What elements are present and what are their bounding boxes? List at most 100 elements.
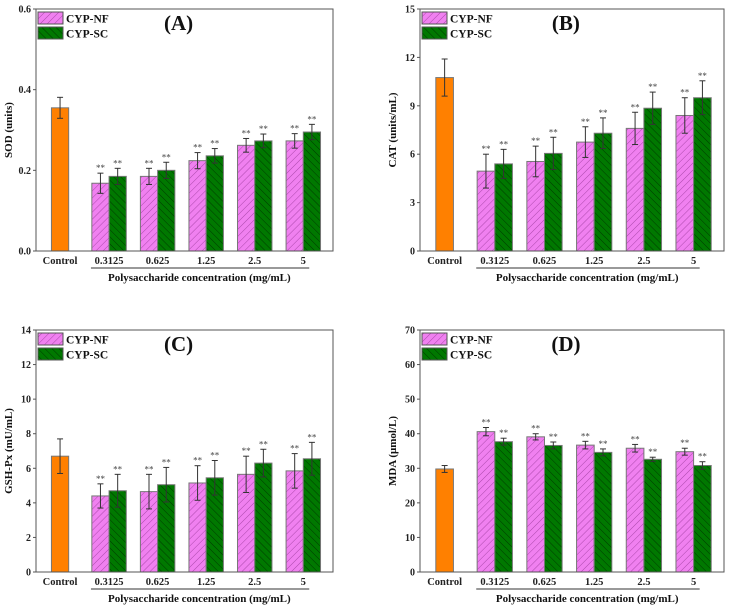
x-tick-label: 2.5 bbox=[637, 577, 650, 588]
panel-c: Control ** ** 0.3125 ** ** 0.625 ** ** 1.25 ** ** 2.… bbox=[3, 326, 334, 605]
bar-cyp-sc bbox=[593, 451, 613, 573]
x-tick-label: 0.3125 bbox=[480, 577, 509, 588]
legend-label: CYP-NF bbox=[66, 14, 109, 26]
significance-label: ** bbox=[96, 163, 106, 173]
legend-label: CYP-SC bbox=[450, 29, 492, 41]
y-tick-label: 50 bbox=[405, 395, 415, 406]
bar-control bbox=[50, 107, 70, 252]
significance-label: ** bbox=[631, 102, 641, 112]
y-axis-label: GSH-Px (mU/mL) bbox=[3, 408, 15, 494]
y-axis-label: SOD (units) bbox=[3, 102, 15, 158]
significance-label: ** bbox=[680, 438, 690, 448]
panel-a: Control ** ** 0.3125 ** ** 0.625 ** ** 1.25 ** ** 2.… bbox=[3, 5, 334, 284]
significance-label: ** bbox=[680, 88, 690, 98]
significance-label: ** bbox=[113, 158, 123, 168]
significance-label: ** bbox=[648, 447, 658, 457]
error-bar bbox=[146, 473, 153, 510]
y-tick-label: 30 bbox=[405, 464, 415, 475]
bar-cyp-nf bbox=[526, 436, 545, 573]
error-bar bbox=[550, 441, 557, 450]
bar-cyp-sc bbox=[543, 444, 563, 573]
significance-label: ** bbox=[581, 431, 591, 441]
significance-label: ** bbox=[599, 108, 609, 118]
error-bar bbox=[291, 133, 298, 149]
bar-cyp-nf bbox=[476, 431, 496, 573]
bar-control bbox=[435, 77, 454, 252]
x-axis-label: Polysaccharide concentration (mg/mL) bbox=[108, 272, 291, 284]
legend: CYP-NF CYP-SC bbox=[421, 332, 493, 362]
error-bar bbox=[600, 117, 607, 150]
legend-swatch-cyp-sc bbox=[421, 347, 448, 361]
x-tick-label: 0.625 bbox=[533, 256, 557, 267]
significance-label: ** bbox=[307, 432, 317, 442]
y-tick-label: 2 bbox=[26, 533, 31, 544]
bar-cyp-sc bbox=[254, 140, 273, 252]
error-bar bbox=[114, 167, 121, 185]
bar-cyp-nf bbox=[139, 175, 159, 252]
y-tick-label: 0 bbox=[410, 568, 415, 579]
y-tick-label: 60 bbox=[405, 360, 415, 371]
significance-label: ** bbox=[599, 439, 609, 449]
x-tick-label: 2.5 bbox=[248, 256, 261, 267]
significance-label: ** bbox=[549, 432, 559, 442]
error-bar bbox=[550, 136, 557, 171]
plot-frame bbox=[35, 8, 334, 252]
error-bar bbox=[441, 58, 448, 97]
y-tick-label: 20 bbox=[405, 498, 415, 509]
error-bar bbox=[146, 167, 153, 185]
x-tick-label: Control bbox=[427, 577, 462, 588]
significance-label: ** bbox=[259, 439, 269, 449]
legend-swatch-cyp-nf bbox=[37, 11, 64, 25]
bar-cyp-nf bbox=[675, 114, 695, 252]
error-bar bbox=[57, 96, 64, 119]
panel-d: Control ** ** 0.3125 ** ** 0.625 ** ** 1.25 ** ** 2.… bbox=[387, 326, 725, 605]
plot-frame bbox=[419, 8, 725, 252]
error-bar bbox=[699, 461, 706, 470]
y-tick-label: 14 bbox=[21, 326, 31, 337]
bar-cyp-nf bbox=[576, 141, 595, 252]
error-bar bbox=[163, 466, 170, 503]
error-bar bbox=[582, 440, 589, 450]
bar-cyp-sc bbox=[205, 155, 224, 252]
x-tick-label: 1.25 bbox=[585, 577, 603, 588]
significance-label: ** bbox=[531, 424, 541, 434]
bar-cyp-sc bbox=[302, 131, 322, 252]
y-tick-label: 15 bbox=[405, 5, 415, 16]
significance-label: ** bbox=[242, 446, 252, 456]
significance-label: ** bbox=[193, 143, 203, 153]
x-tick-label: Control bbox=[427, 256, 462, 267]
significance-label: ** bbox=[581, 117, 591, 127]
x-tick-label: 5 bbox=[301, 577, 306, 588]
legend: CYP-NF CYP-SC bbox=[421, 11, 493, 41]
y-axis-label: CAT (units/mL) bbox=[387, 92, 399, 167]
x-tick-label: 1.25 bbox=[197, 256, 215, 267]
legend-swatch-cyp-nf bbox=[421, 332, 448, 346]
legend-label: CYP-SC bbox=[66, 350, 108, 362]
y-tick-label: 10 bbox=[21, 395, 31, 406]
significance-label: ** bbox=[242, 128, 252, 138]
significance-label: ** bbox=[210, 139, 220, 149]
y-tick-label: 3 bbox=[410, 198, 415, 209]
significance-label: ** bbox=[481, 144, 491, 154]
error-bar bbox=[532, 433, 539, 441]
significance-label: ** bbox=[145, 464, 155, 474]
significance-label: ** bbox=[631, 434, 641, 444]
bar-cyp-nf bbox=[625, 447, 645, 573]
error-bar bbox=[260, 448, 267, 478]
significance-label: ** bbox=[648, 82, 658, 92]
significance-label: ** bbox=[210, 451, 220, 461]
bar-cyp-nf bbox=[237, 144, 256, 252]
bar-cyp-sc bbox=[643, 107, 663, 252]
y-tick-label: 0 bbox=[26, 568, 31, 579]
bar-cyp-sc bbox=[302, 458, 322, 573]
error-bar bbox=[243, 137, 250, 153]
legend-label: CYP-NF bbox=[450, 335, 493, 347]
error-bar bbox=[211, 148, 218, 164]
significance-label: ** bbox=[145, 158, 155, 168]
x-tick-label: Control bbox=[43, 577, 78, 588]
error-bar bbox=[699, 80, 706, 116]
error-bar bbox=[291, 453, 298, 489]
legend: CYP-NF CYP-SC bbox=[37, 332, 109, 362]
bar-cyp-sc bbox=[593, 132, 613, 252]
y-tick-label: 6 bbox=[26, 464, 31, 475]
